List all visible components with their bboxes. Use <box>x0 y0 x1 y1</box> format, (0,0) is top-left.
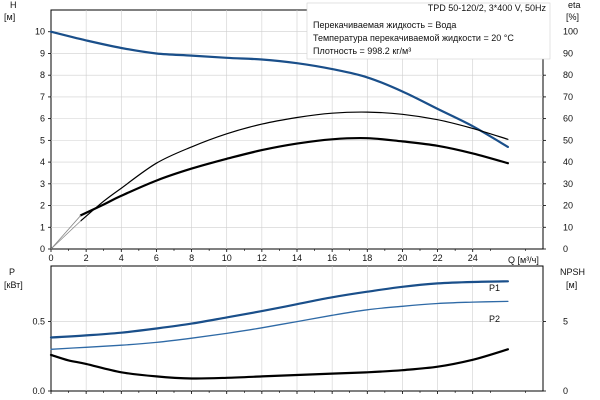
x-tick-label-0: 0 <box>48 253 53 263</box>
y-left-tick-label-0-9: 9 <box>40 48 45 58</box>
y-right-tick-label-0-0: 0 <box>563 244 568 254</box>
x-tick-label-5: 10 <box>222 253 232 263</box>
info-temperature: Температура перекачиваемой жидкости = 20… <box>313 33 514 43</box>
info-box: TPD 50-120/2, 3*400 V, 50Hz Перекачиваем… <box>306 2 551 60</box>
y-left-tick-label-1-0: 0.0 <box>32 386 45 396</box>
info-density: Плотность = 998.2 кг/м³ <box>313 46 411 56</box>
y-left-tick-label-0-3: 3 <box>40 179 45 189</box>
tick-labels: 0 2 4 6 8 10 12 14 16 18 20 22 240123456789100102030… <box>32 27 578 396</box>
x-tick-label-1: 2 <box>84 253 89 263</box>
y-left-tick-label-0-4: 4 <box>40 157 45 167</box>
y-left-tick-label-0-5: 5 <box>40 135 45 145</box>
y-left-tick-label-0-1: 1 <box>40 222 45 232</box>
series-line-1-2 <box>49 348 509 380</box>
y-right-unit-top-2: [м] <box>566 280 577 290</box>
grid-lines <box>48 10 546 394</box>
y-right-tick-label-0-5: 50 <box>563 135 573 145</box>
y-right-tick-label-0-1: 10 <box>563 222 573 232</box>
info-fluid: Перекачиваемая жидкость = Вода <box>313 20 456 30</box>
y-right-tick-label-0-7: 70 <box>563 92 573 102</box>
y-left-unit-top-2: [кВт] <box>4 280 23 290</box>
origin-guide-eta <box>50 220 82 250</box>
y-left-tick-label-0-0: 0 <box>40 244 45 254</box>
y-right-tick-label-0-10: 100 <box>563 27 578 37</box>
legend-p1: P1 <box>489 283 500 293</box>
y-right-tick-label-1-1: 5 <box>563 317 568 327</box>
series-line-1-1 <box>50 300 509 350</box>
y-left-label-top-1: H <box>10 0 17 10</box>
series-line-0-2 <box>79 136 509 217</box>
x-tick-label-10: 20 <box>397 253 407 263</box>
y-left-unit-top-1: [м] <box>4 12 15 22</box>
x-tick-label-7: 14 <box>292 253 302 263</box>
x-tick-label-3: 6 <box>154 253 159 263</box>
series-line-1-0 <box>49 280 509 339</box>
origin-guide-q <box>50 215 82 250</box>
x-axis-label: Q [м³/ч] <box>508 255 539 265</box>
y-left-tick-label-0-2: 2 <box>40 201 45 211</box>
y-right-tick-label-0-9: 90 <box>563 48 573 58</box>
y-right-tick-label-0-4: 40 <box>563 157 573 167</box>
x-tick-label-12: 24 <box>468 253 478 263</box>
y-left-label-top-2: P <box>9 267 15 277</box>
y-left-tick-label-0-7: 7 <box>40 92 45 102</box>
x-tick-label-8: 16 <box>327 253 337 263</box>
y-right-label-top-2: NPSH <box>560 267 585 277</box>
info-box-background <box>306 2 551 60</box>
x-tick-label-4: 8 <box>189 253 194 263</box>
x-tick-label-11: 22 <box>433 253 443 263</box>
series-layer <box>49 30 509 380</box>
legend-p2: P2 <box>489 314 500 324</box>
x-tick-label-2: 4 <box>119 253 124 263</box>
y-left-tick-label-1-1: 0.5 <box>32 317 45 327</box>
series-line-0-0 <box>49 30 509 148</box>
chart-title: TPD 50-120/2, 3*400 V, 50Hz <box>428 3 547 13</box>
y-right-tick-label-0-3: 30 <box>563 179 573 189</box>
series-line-0-1 <box>80 111 509 222</box>
x-tick-label-9: 18 <box>362 253 372 263</box>
y-right-tick-label-0-2: 20 <box>563 201 573 211</box>
y-left-tick-label-0-10: 10 <box>35 27 45 37</box>
y-right-label-top-1: eta <box>568 0 581 10</box>
y-right-tick-label-0-8: 80 <box>563 70 573 80</box>
y-right-unit-top-1: [%] <box>566 12 579 22</box>
x-tick-label-6: 12 <box>257 253 267 263</box>
y-right-tick-label-0-6: 60 <box>563 114 573 124</box>
y-left-tick-label-0-6: 6 <box>40 114 45 124</box>
y-left-tick-label-0-8: 8 <box>40 70 45 80</box>
y-right-tick-label-1-0: 0 <box>563 386 568 396</box>
